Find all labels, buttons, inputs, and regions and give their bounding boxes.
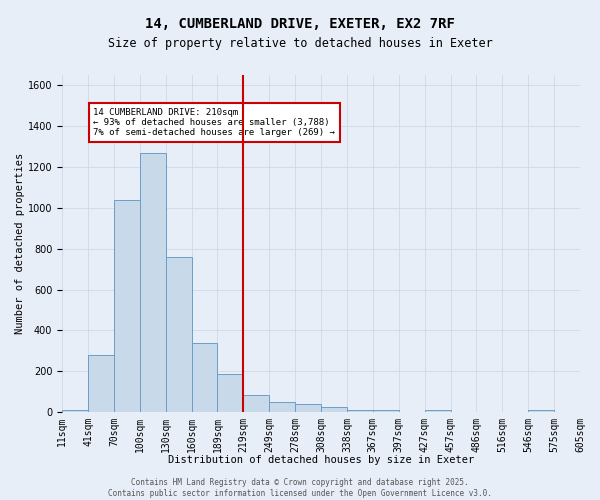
Text: 14 CUMBERLAND DRIVE: 210sqm
← 93% of detached houses are smaller (3,788)
7% of s: 14 CUMBERLAND DRIVE: 210sqm ← 93% of det… <box>93 108 335 138</box>
Bar <box>269 402 295 412</box>
Bar <box>62 410 88 412</box>
Bar <box>244 394 269 412</box>
Text: Size of property relative to detached houses in Exeter: Size of property relative to detached ho… <box>107 38 493 51</box>
Bar <box>114 200 140 412</box>
Text: 14, CUMBERLAND DRIVE, EXETER, EX2 7RF: 14, CUMBERLAND DRIVE, EXETER, EX2 7RF <box>145 18 455 32</box>
Bar <box>347 410 373 412</box>
Bar <box>321 407 347 412</box>
Bar <box>295 404 321 412</box>
Bar <box>373 410 399 412</box>
Y-axis label: Number of detached properties: Number of detached properties <box>15 153 25 334</box>
Bar <box>166 257 191 412</box>
Bar <box>425 410 451 412</box>
Bar <box>217 374 244 412</box>
Text: Contains HM Land Registry data © Crown copyright and database right 2025.
Contai: Contains HM Land Registry data © Crown c… <box>108 478 492 498</box>
Bar <box>88 355 114 412</box>
Bar <box>528 410 554 412</box>
Bar <box>140 152 166 412</box>
Bar <box>191 342 217 412</box>
X-axis label: Distribution of detached houses by size in Exeter: Distribution of detached houses by size … <box>168 455 474 465</box>
